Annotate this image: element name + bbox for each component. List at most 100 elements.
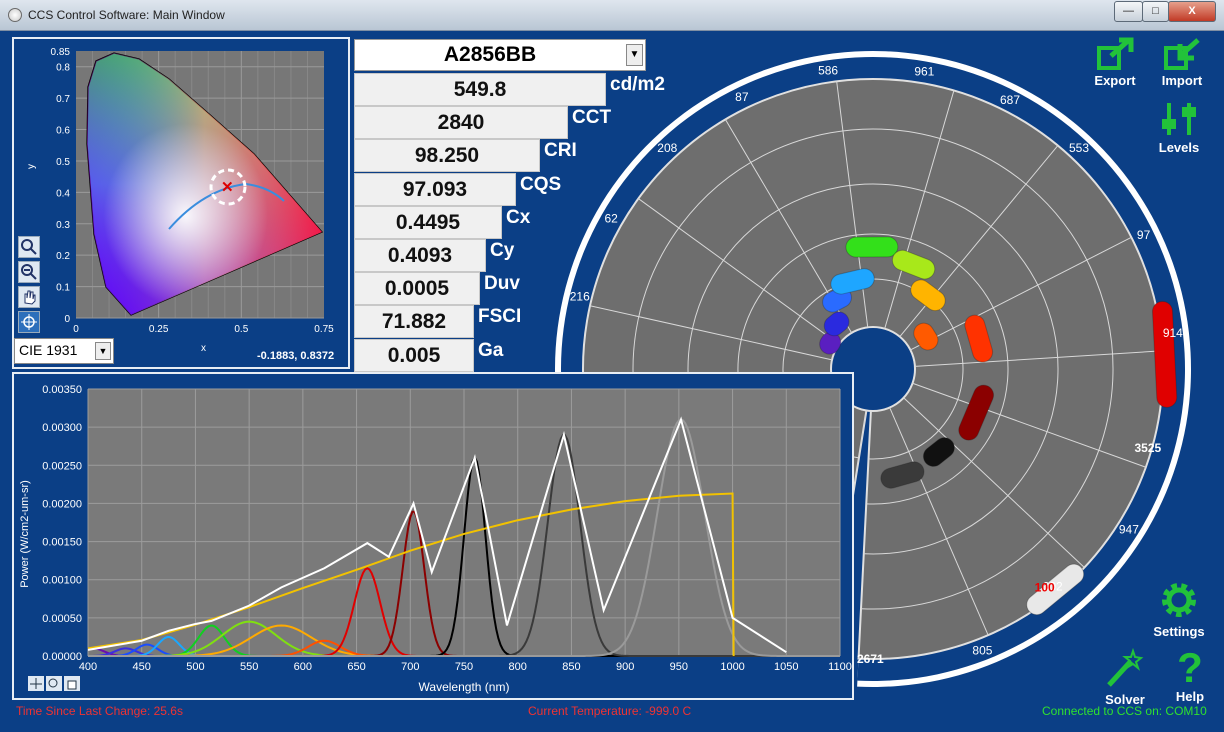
preset-value: A2856BB — [443, 43, 537, 66]
led-level-pill[interactable] — [956, 382, 997, 443]
y-tick-label: 0.00300 — [42, 422, 82, 434]
readout-value: 549.8 — [354, 73, 606, 106]
import-button[interactable]: Import — [1152, 36, 1212, 88]
readout-label: Cx — [506, 206, 531, 228]
readout-value: 2840 — [354, 106, 568, 140]
cie-x-tick: 0.75 — [314, 324, 334, 335]
x-tick-label: 1050 — [774, 661, 798, 673]
pan-hand-icon[interactable] — [18, 286, 40, 308]
zoom-out-icon[interactable] — [18, 261, 40, 283]
cie-y-tick: 0.4 — [56, 188, 70, 199]
spectrum-chart[interactable]: 0.00350 0.00300 0.00250 0.00200 0.00150 0.001… — [14, 374, 852, 698]
dial-label: 87 — [735, 90, 749, 104]
y-tick-label: 0.00000 — [42, 651, 82, 663]
led-level-pill[interactable] — [829, 267, 876, 296]
led-level-pill[interactable] — [879, 459, 927, 490]
x-tick-label: 850 — [562, 661, 580, 673]
led-level-pill[interactable] — [889, 247, 937, 282]
led-level-pill[interactable] — [919, 434, 958, 471]
dial-label: 2671 — [857, 652, 884, 666]
help-label: Help — [1175, 689, 1205, 704]
dial-label: 947 — [1119, 522, 1139, 536]
led-level-pill[interactable] — [819, 284, 855, 316]
x-tick-label: 450 — [133, 661, 151, 673]
maximize-button[interactable]: □ — [1142, 1, 1169, 22]
x-tick-label: 1100 — [828, 661, 852, 673]
dial-label: 586 — [818, 63, 838, 77]
readout-label: Duv — [484, 273, 520, 295]
app-icon — [8, 8, 22, 22]
readout-label: Cy — [490, 240, 515, 261]
readout-value: 71.882 — [354, 305, 474, 339]
dial-label: 62 — [604, 212, 618, 226]
window-title: CCS Control Software: Main Window — [28, 8, 225, 22]
dial-label: 216 — [570, 290, 590, 304]
cie-diagram[interactable]: ✕ 0.85 0.8 0.7 0.6 0.5 0.4 0.3 0.2 0.1 0 0 0.25 0.5… — [14, 39, 348, 367]
levels-button[interactable]: Levels — [1149, 101, 1209, 155]
gear-icon — [1162, 583, 1196, 617]
y-tick-label: 0.00100 — [42, 575, 82, 587]
magic-wand-icon — [1107, 647, 1144, 687]
levels-label: Levels — [1158, 140, 1200, 155]
export-button[interactable]: Export — [1085, 36, 1145, 88]
x-tick-label: 500 — [186, 661, 204, 673]
title-bar: CCS Control Software: Main Window — □ X — [0, 0, 1224, 31]
cie-y-tick: 0.8 — [56, 63, 70, 74]
chevron-down-icon: ▼ — [626, 44, 643, 66]
spectrum-panel: 0.00350 0.00300 0.00250 0.00200 0.00150 0.001… — [12, 372, 854, 700]
cie-y-tick: 0 — [64, 314, 70, 325]
series-line-12 — [88, 418, 840, 657]
led-level-pill[interactable] — [1023, 560, 1088, 619]
readout-label: Ga — [478, 339, 504, 361]
x-tick-label: 800 — [509, 661, 527, 673]
x-tick-label: 600 — [294, 661, 312, 673]
x-tick-label: 950 — [670, 661, 688, 673]
pan-tool-icon[interactable] — [64, 676, 80, 691]
cie-x-tick: 0.5 — [234, 324, 248, 335]
zoom-tool-icon[interactable] — [46, 676, 62, 691]
readout-label: CQS — [520, 173, 562, 195]
status-time: Time Since Last Change: 25.6s — [16, 704, 183, 718]
x-tick-label: 700 — [401, 661, 419, 673]
cie-x-tick: 0.25 — [149, 324, 169, 335]
series-line-14 — [87, 416, 787, 654]
led-level-pill[interactable] — [910, 319, 942, 353]
help-button[interactable]: ? Help — [1160, 647, 1220, 705]
x-tick-label: 400 — [79, 661, 97, 673]
status-temperature: Current Temperature: -999.0 C — [528, 704, 692, 718]
settings-button[interactable]: Settings — [1149, 579, 1209, 639]
color-space-select[interactable]: CIE 1931 ▼ — [14, 338, 114, 364]
crosshair-icon[interactable] — [18, 311, 40, 333]
crosshair-tool-icon[interactable] — [28, 676, 44, 691]
readout-value: 98.250 — [354, 139, 540, 173]
cie-y-tick: 0.6 — [56, 126, 70, 137]
status-connection: Connected to CCS on: COM10 — [1042, 704, 1207, 718]
minimize-button[interactable]: — — [1114, 1, 1143, 22]
readout-label: CRI — [544, 140, 577, 162]
x-tick-label: 900 — [616, 661, 634, 673]
cie-y-tick: 0.2 — [56, 251, 70, 262]
dial-label: 208 — [657, 141, 677, 155]
cie-y-tick: 0.7 — [56, 94, 70, 105]
led-level-pill[interactable] — [845, 236, 899, 258]
dial-label: 687 — [1000, 93, 1020, 107]
x-tick-label: 750 — [455, 661, 473, 673]
led-level-pill[interactable] — [1151, 300, 1178, 408]
export-label: Export — [1094, 73, 1136, 88]
led-level-pill[interactable] — [820, 308, 853, 340]
settings-label: Settings — [1153, 624, 1205, 639]
led-level-pill[interactable] — [962, 313, 994, 365]
x-tick-label: 550 — [240, 661, 258, 673]
dial-label: 553 — [1069, 141, 1089, 155]
cie-y-tick: 0.5 — [56, 157, 70, 168]
y-tick-label: 0.00250 — [42, 460, 82, 472]
dial-label: 602 — [1043, 579, 1063, 593]
cie-y-tick: 0.3 — [56, 220, 70, 231]
preset-select[interactable]: A2856BB ▼ — [354, 39, 646, 71]
led-level-pill[interactable] — [907, 276, 949, 315]
solver-button[interactable]: Solver — [1095, 647, 1155, 707]
zoom-in-icon[interactable] — [18, 236, 40, 258]
chevron-down-icon: ▼ — [95, 342, 111, 360]
close-button[interactable]: X — [1168, 1, 1216, 22]
y-tick-label: 0.00150 — [42, 537, 82, 549]
